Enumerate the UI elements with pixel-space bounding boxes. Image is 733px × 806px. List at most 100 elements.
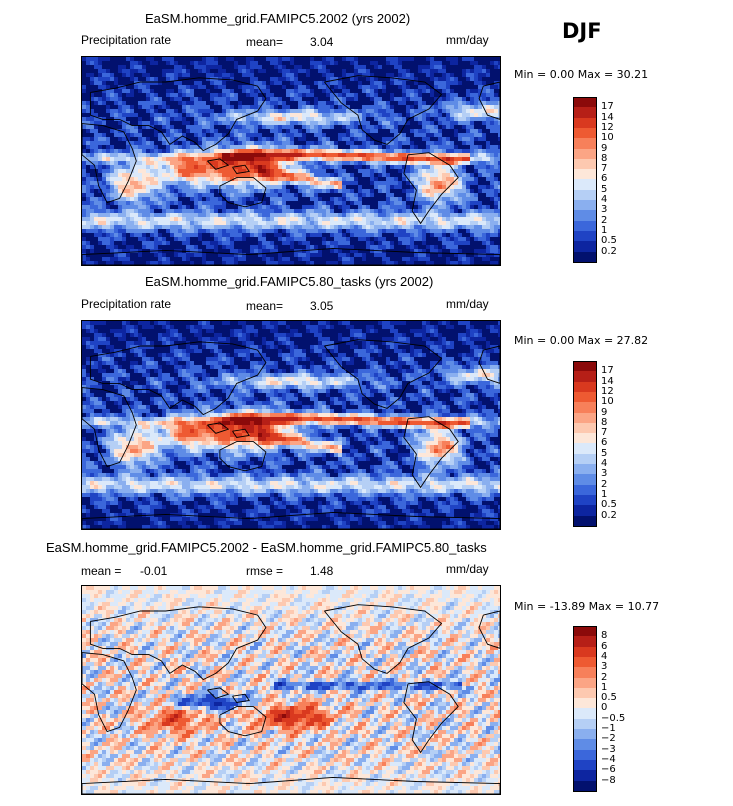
- map-cell: [442, 213, 447, 218]
- map-cell: [490, 109, 495, 114]
- map-cell: [438, 121, 443, 126]
- map-cell: [422, 129, 427, 134]
- map-cell: [274, 237, 279, 242]
- map-cell: [302, 93, 307, 98]
- map-cell: [274, 141, 279, 146]
- map-cell: [478, 233, 483, 238]
- map-cell: [350, 205, 355, 210]
- map-cell: [382, 117, 387, 122]
- map-cell: [198, 217, 203, 222]
- map-cell: [350, 221, 355, 226]
- map-cell: [266, 177, 271, 182]
- map-cell: [390, 157, 395, 162]
- map-cell: [330, 93, 335, 98]
- map-cell: [122, 101, 127, 106]
- map-cell: [222, 141, 227, 146]
- map-cell: [322, 181, 327, 186]
- map-cell: [446, 209, 451, 214]
- map-cell: [394, 161, 399, 166]
- map-cell: [130, 57, 135, 62]
- map-cell: [266, 161, 271, 166]
- map-cell: [378, 157, 383, 162]
- map-cell: [378, 225, 383, 230]
- map-cell: [158, 237, 163, 242]
- map-cell: [282, 97, 287, 102]
- map-cell: [450, 61, 455, 66]
- map-cell: [206, 65, 211, 70]
- map-cell: [350, 125, 355, 130]
- map-cell: [94, 221, 99, 226]
- map-cell: [134, 169, 139, 174]
- map-cell: [450, 217, 455, 222]
- map-cell: [86, 197, 91, 202]
- map-cell: [174, 229, 179, 234]
- map-cell: [222, 145, 227, 150]
- map-cell: [298, 97, 303, 102]
- map-cell: [162, 57, 167, 62]
- map-cell: [362, 121, 367, 126]
- map-cell: [170, 133, 175, 138]
- map-cell: [110, 237, 115, 242]
- map-cell: [226, 57, 231, 62]
- map-cell: [366, 221, 371, 226]
- map-cell: [338, 181, 343, 186]
- map-cell: [362, 213, 367, 218]
- map-cell: [182, 137, 187, 142]
- map-cell: [346, 145, 351, 150]
- map-cell: [110, 153, 115, 158]
- map-cell: [270, 165, 275, 170]
- map-cell: [498, 129, 500, 134]
- map-cell: [454, 105, 459, 110]
- map-cell: [190, 121, 195, 126]
- map-cell: [374, 217, 379, 222]
- map-cell: [454, 85, 459, 90]
- map-cell: [182, 173, 187, 178]
- map-cell: [434, 85, 439, 90]
- map-cell: [454, 233, 459, 238]
- map-cell: [178, 161, 183, 166]
- map-cell: [162, 85, 167, 90]
- map-cell: [370, 93, 375, 98]
- map-cell: [370, 85, 375, 90]
- map-cell: [138, 209, 143, 214]
- map-cell: [486, 65, 491, 70]
- map-cell: [154, 201, 159, 206]
- map-cell: [262, 169, 267, 174]
- map-cell: [314, 189, 319, 194]
- map-cell: [494, 217, 499, 222]
- map-cell: [262, 145, 267, 150]
- map-cell: [122, 241, 127, 246]
- map-cell: [278, 237, 283, 242]
- map-cell: [170, 109, 175, 114]
- map-cell: [106, 221, 111, 226]
- map-cell: [290, 61, 295, 66]
- map-cell: [466, 153, 471, 158]
- map-cell: [230, 81, 235, 86]
- map-cell: [322, 121, 327, 126]
- map-cell: [386, 229, 391, 234]
- map-cell: [86, 233, 91, 238]
- map-cell: [410, 173, 415, 178]
- map-cell: [466, 233, 471, 238]
- map-cell: [202, 245, 207, 250]
- map-cell: [382, 129, 387, 134]
- map-cell: [298, 221, 303, 226]
- map-cell: [246, 81, 251, 86]
- map-cell: [214, 105, 219, 110]
- map-cell: [154, 141, 159, 146]
- map-cell: [282, 133, 287, 138]
- map-cell: [442, 133, 447, 138]
- map-cell: [418, 233, 423, 238]
- map-cell: [310, 177, 315, 182]
- map-cell: [82, 217, 87, 222]
- map-cell: [346, 125, 351, 130]
- map-cell: [282, 225, 287, 230]
- map-cell: [250, 133, 255, 138]
- map-cell: [314, 93, 319, 98]
- map-cell: [394, 237, 399, 242]
- map-cell: [206, 201, 211, 206]
- map-cell: [226, 245, 231, 250]
- map-cell: [474, 233, 479, 238]
- map-cell: [462, 97, 467, 102]
- map-cell: [458, 205, 463, 210]
